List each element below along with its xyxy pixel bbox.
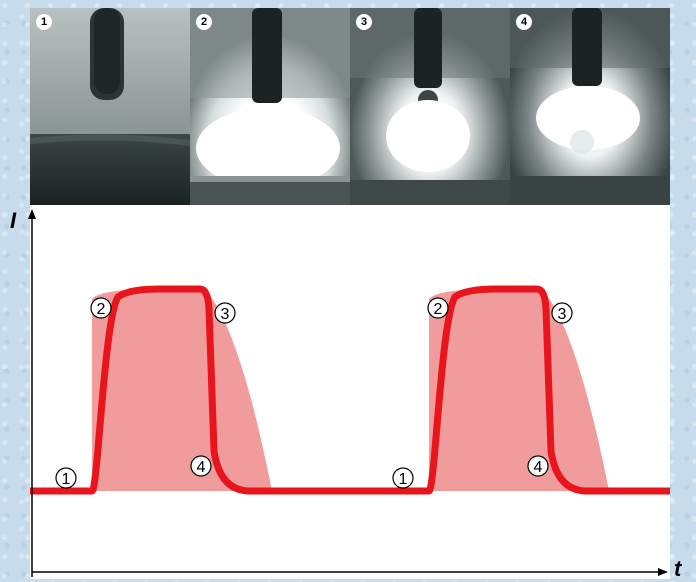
marker-label: 2 — [434, 301, 443, 318]
phase-marker-rise: 2 — [90, 297, 112, 319]
marker-label: 1 — [62, 471, 71, 488]
photo-number-badge: 2 — [196, 14, 212, 30]
fall-variation-band — [205, 289, 272, 491]
arc-photo-2 — [190, 8, 350, 208]
arc-photo-strip: 1 2 — [30, 8, 670, 208]
phase-marker-peak-end: 3 — [551, 302, 573, 324]
current-waveform-plot: 1 2 3 4 1 2 3 4 — [28, 205, 670, 579]
marker-circle — [55, 467, 77, 489]
current-curve — [30, 285, 670, 495]
fall-variation-band — [542, 289, 609, 491]
photo-number-badge: 3 — [356, 14, 372, 30]
phase-marker-rise: 2 — [427, 297, 449, 319]
arc-photo-1 — [30, 8, 190, 208]
arc-photo-3 — [350, 8, 510, 208]
marker-label: 4 — [534, 459, 543, 476]
photo-panel-3: 3 — [350, 8, 510, 208]
x-axis-label: t — [674, 556, 682, 581]
photo-panel-4: 4 — [510, 8, 670, 208]
variation-bands — [92, 289, 609, 491]
photo-number-badge: 4 — [516, 14, 532, 30]
rise-variation-band — [429, 289, 542, 491]
arc-photo-4 — [510, 8, 670, 208]
x-axis-arrow-icon — [658, 568, 668, 576]
phase-marker-base: 1 — [55, 467, 77, 489]
marker-circle — [551, 302, 573, 324]
marker-circle — [90, 297, 112, 319]
marker-circle — [392, 467, 414, 489]
marker-circle — [190, 455, 212, 477]
rise-variation-band — [92, 289, 205, 491]
photo-number-badge: 1 — [36, 14, 52, 30]
marker-label: 3 — [558, 306, 567, 323]
y-axis-arrow-icon — [28, 209, 36, 219]
photo-panel-2: 2 — [190, 8, 350, 208]
y-axis-label: I — [10, 208, 17, 233]
phase-marker-base: 1 — [392, 467, 414, 489]
phase-marker-peak-end: 3 — [214, 302, 236, 324]
marker-circle — [527, 455, 549, 477]
axes — [28, 209, 668, 577]
phase-marker-fall: 4 — [527, 455, 549, 477]
marker-label: 1 — [399, 471, 408, 488]
current-pulse-line — [30, 285, 670, 495]
marker-circle — [427, 297, 449, 319]
phase-markers: 1 2 3 4 1 2 3 4 — [55, 297, 573, 489]
marker-circle — [214, 302, 236, 324]
phase-marker-fall: 4 — [190, 455, 212, 477]
photo-panel-1: 1 — [30, 8, 190, 208]
marker-label: 2 — [97, 301, 106, 318]
marker-label: 3 — [221, 306, 230, 323]
marker-label: 4 — [197, 459, 206, 476]
